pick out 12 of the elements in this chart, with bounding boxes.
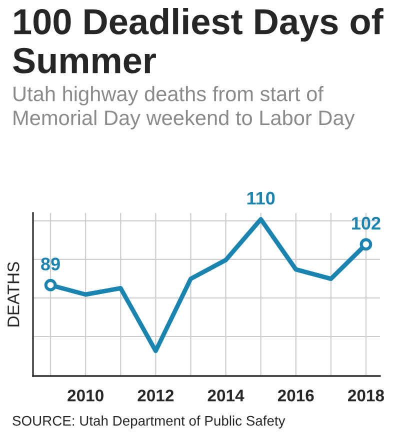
- data-label: 89: [41, 258, 60, 270]
- data-label: 102: [352, 216, 380, 230]
- data-label: 110: [247, 192, 275, 205]
- chart-subtitle: Utah highway deaths from start of Memorial Day weekend to Labor Day: [14, 86, 355, 130]
- y-axis-title: DEATHS: [7, 262, 20, 326]
- source-note: SOURCE: Utah Department of Public Safety: [12, 416, 286, 428]
- chart-title: 100 Deadliest Days of Summer: [13, 8, 384, 74]
- x-tick-label: 2018: [348, 390, 384, 402]
- x-tick-label: 2016: [278, 390, 314, 402]
- x-tick-label: 2012: [138, 390, 174, 402]
- x-tick-label: 2010: [68, 390, 104, 402]
- x-tick-label: 2014: [208, 390, 244, 402]
